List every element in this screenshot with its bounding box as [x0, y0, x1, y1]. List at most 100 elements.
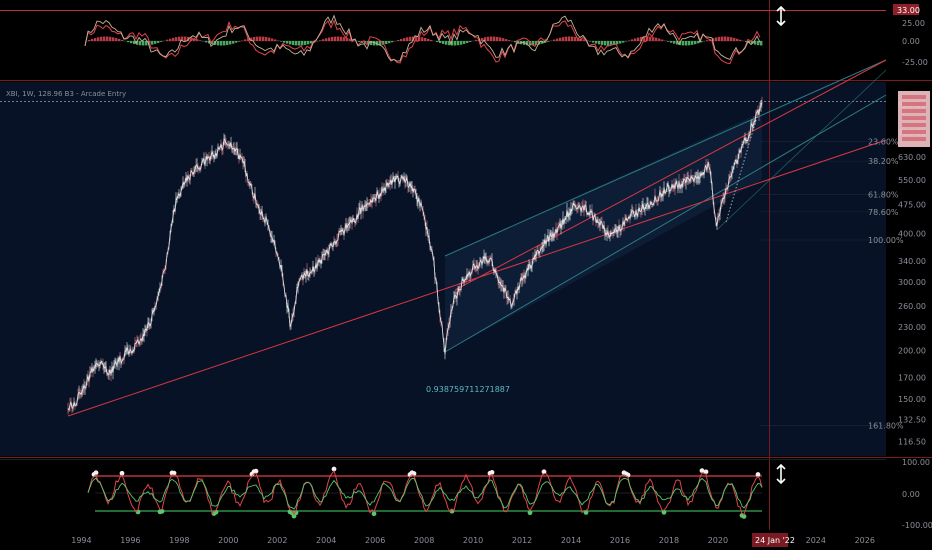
top-histogram-bar — [184, 36, 187, 41]
oversold-dot — [293, 510, 299, 516]
y-axis-tick-label: 260.00 — [898, 302, 926, 311]
overbought-dot — [489, 470, 495, 475]
top-histogram-bar — [754, 41, 757, 45]
top-histogram-bar — [487, 36, 490, 41]
top-histogram-bar — [676, 41, 679, 45]
top-histogram-bar — [115, 38, 118, 41]
y-axis-tick-label: 200.00 — [898, 346, 926, 355]
top-histogram-bar — [109, 36, 112, 41]
fib-level-label: 100.00% — [868, 236, 904, 245]
fib-level-label: 38.20% — [868, 157, 899, 166]
overbought-dot — [119, 470, 125, 476]
top-histogram-bar — [385, 41, 388, 45]
top-histogram-bar — [718, 36, 721, 41]
y-axis-tick-label: 300.00 — [898, 278, 926, 287]
projection-dotted-line — [725, 99, 763, 223]
top-histogram-bar — [505, 39, 508, 41]
overbought-dot — [699, 468, 705, 474]
top-histogram-bar — [556, 38, 559, 41]
top-histogram-bar — [628, 40, 631, 41]
y-axis-tick-label: 340.00 — [898, 257, 926, 266]
top-histogram-bar — [154, 41, 157, 44]
top-histogram-bar — [748, 41, 751, 43]
cursor-date-label: 24 Jan '22 — [755, 536, 795, 545]
top-histogram-bar — [730, 37, 733, 41]
top-histogram-bar — [541, 41, 544, 44]
fib-level-label: 161.80% — [868, 421, 904, 430]
overbought-dot — [171, 470, 177, 476]
top-histogram-bar — [427, 38, 430, 41]
top-histogram-bar — [706, 40, 709, 41]
top-histogram-bar — [346, 37, 349, 41]
top-histogram-bar — [268, 37, 271, 41]
top-histogram-bar — [643, 36, 646, 41]
top-histogram-bar — [640, 36, 643, 41]
x-axis-tick-label: 2012 — [512, 536, 532, 545]
y-axis-tick-label: 230.00 — [898, 323, 926, 332]
top-histogram-bar — [712, 38, 715, 41]
top-histogram-bar — [685, 41, 688, 46]
oversold-dot — [371, 511, 377, 517]
top-histogram-bar — [388, 41, 391, 44]
top-histogram-bar — [337, 36, 340, 41]
top-histogram-bar — [583, 39, 586, 41]
top-panel-resize-handle[interactable] — [774, 4, 788, 28]
x-axis-tick-label: 2024 — [806, 536, 826, 545]
top-histogram-bar — [139, 41, 142, 46]
top-signal-line — [84, 19, 761, 65]
top-histogram-bar — [157, 41, 160, 43]
top-oscillator-panel — [0, 10, 886, 65]
top-histogram-bar — [205, 41, 208, 43]
top-histogram-bar — [439, 41, 442, 44]
top-histogram-bar — [502, 38, 505, 41]
bottom-signal-line — [87, 477, 763, 510]
cursor-date-badge — [752, 533, 788, 547]
y-axis-tick-label: 150.00 — [898, 395, 926, 404]
y-axis-tick-label: 630.00 — [898, 153, 926, 162]
top-histogram-bar — [559, 37, 562, 41]
overbought-dot — [703, 469, 709, 475]
top-histogram-bar — [238, 41, 241, 42]
overbought-dot — [541, 469, 547, 475]
top-histogram-bar — [565, 36, 568, 41]
x-axis-tick-label: 2002 — [267, 536, 287, 545]
overbought-dot — [331, 466, 337, 472]
top-histogram-bar — [697, 41, 700, 44]
top-histogram-bar — [379, 41, 382, 46]
top-histogram-bar — [121, 40, 124, 41]
top-histogram-bar — [334, 36, 337, 41]
x-axis-tick-label: 2016 — [610, 536, 630, 545]
top-histogram-bar — [514, 41, 517, 43]
channel-inner-line — [716, 69, 887, 231]
top-histogram-bar — [343, 37, 346, 41]
top-histogram-bar — [619, 41, 622, 44]
top-histogram-bar — [604, 41, 607, 46]
top-histogram-bar — [289, 41, 292, 45]
regression-value: 0.938759711271887 — [426, 385, 510, 394]
x-axis-tick-label: 2020 — [708, 536, 728, 545]
top-histogram-bar — [232, 41, 235, 44]
top-histogram-bar — [715, 37, 718, 41]
top-histogram-bar — [181, 36, 184, 41]
x-axis-tick-label: 2004 — [316, 536, 336, 545]
top-histogram-bar — [376, 41, 379, 46]
top-histogram-bar — [757, 41, 760, 46]
top-histogram-bar — [211, 41, 214, 45]
top-histogram-bar — [301, 41, 304, 46]
top-histogram-bar — [409, 36, 412, 41]
price-legend-row — [902, 123, 926, 127]
top-histogram-bar — [169, 38, 172, 41]
top-histogram-bar — [667, 41, 670, 42]
bottom-panel-resize-handle[interactable] — [774, 462, 788, 486]
top-histogram-bar — [442, 41, 445, 44]
top-histogram-bar — [451, 41, 454, 46]
top-histogram-bar — [661, 39, 664, 41]
top-axis-tick-label: 25.00 — [902, 19, 925, 28]
top-histogram-bar — [526, 41, 529, 46]
top-histogram-bar — [421, 37, 424, 41]
top-histogram-bar — [175, 37, 178, 41]
top-histogram-bar — [136, 41, 139, 45]
top-histogram-bar — [655, 37, 658, 41]
top-histogram-bar — [616, 41, 619, 45]
